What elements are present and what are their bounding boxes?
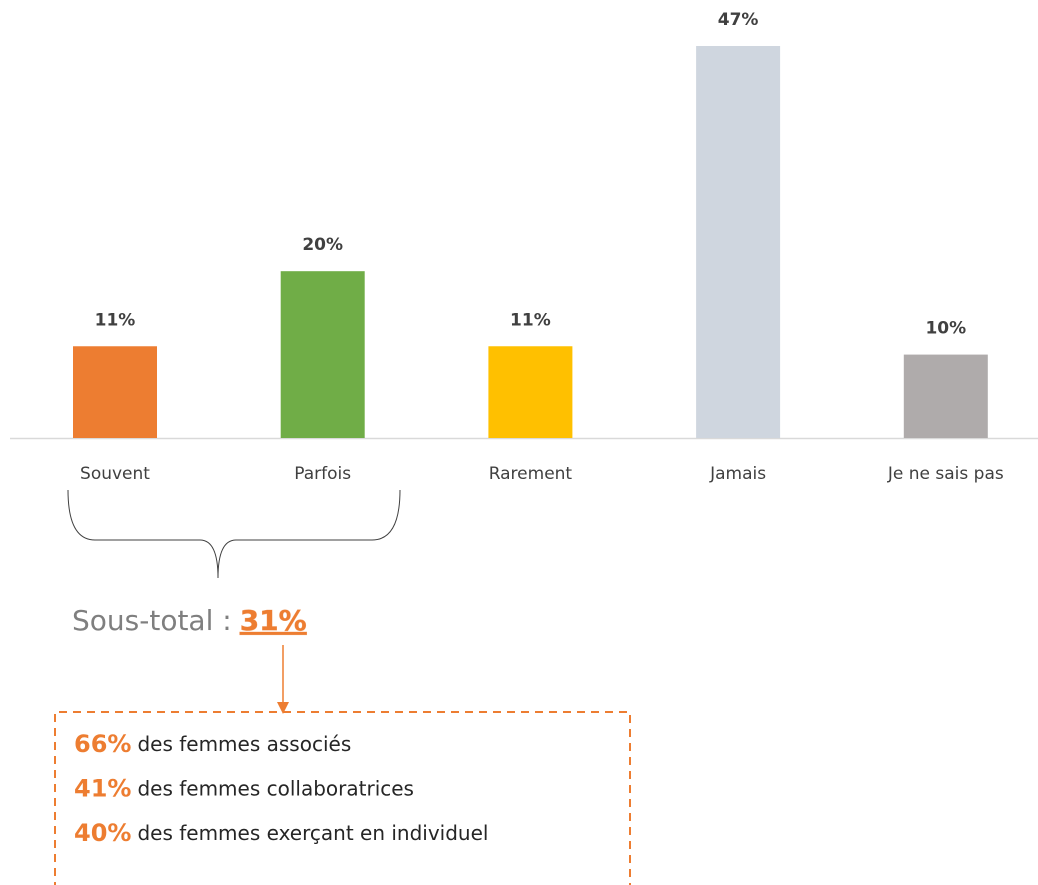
x-tick-label: Je ne sais pas bbox=[887, 464, 1004, 484]
value-label: 11% bbox=[510, 310, 551, 330]
breakdown-box bbox=[54, 711, 631, 885]
value-label: 47% bbox=[718, 10, 759, 30]
value-label: 20% bbox=[302, 235, 343, 255]
breakdown-line: 41% des femmes collaboratrices bbox=[74, 775, 414, 803]
breakdown-value: 66% bbox=[74, 730, 131, 758]
brace bbox=[67, 489, 401, 579]
bar bbox=[73, 346, 157, 438]
x-tick-label: Parfois bbox=[294, 464, 351, 484]
breakdown-value: 41% bbox=[74, 775, 131, 803]
subtotal-label: Sous-total : bbox=[72, 604, 232, 637]
value-label: 11% bbox=[95, 310, 136, 330]
x-tick-label: Jamais bbox=[709, 464, 766, 484]
bar bbox=[696, 46, 781, 438]
bar bbox=[488, 346, 573, 438]
value-label: 10% bbox=[925, 319, 966, 339]
x-tick-label: Souvent bbox=[80, 464, 150, 484]
subtotal: Sous-total :31% bbox=[72, 604, 307, 637]
breakdown-text: des femmes associés bbox=[137, 732, 351, 756]
bar bbox=[280, 271, 365, 438]
breakdown-text: des femmes collaboratrices bbox=[137, 776, 414, 800]
x-tick-label: Rarement bbox=[489, 464, 573, 484]
breakdown-text: des femmes exerçant en individuel bbox=[137, 821, 488, 845]
breakdown-line: 66% des femmes associés bbox=[74, 730, 351, 758]
bar bbox=[903, 354, 988, 438]
breakdown-value: 40% bbox=[74, 819, 131, 847]
arrow-head bbox=[277, 702, 289, 714]
breakdown-line: 40% des femmes exerçant en individuel bbox=[74, 819, 488, 847]
subtotal-value: 31% bbox=[240, 604, 307, 637]
